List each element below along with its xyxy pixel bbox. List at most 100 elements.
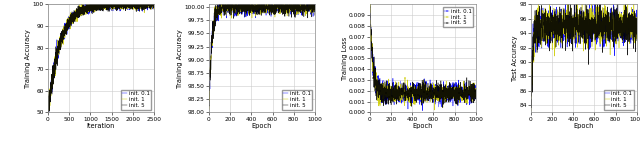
init. 5 (46, 94, 54, 95)
init. 5 (612, 34, 620, 35)
init. 0.1 (215, 4, 223, 5)
init. 1 (610, 26, 618, 28)
init. 0.1 (527, 92, 535, 94)
Line: init. 0.1: init. 0.1 (48, 3, 154, 112)
Line: init. 5: init. 5 (48, 3, 154, 112)
Y-axis label: Training Accuracy: Training Accuracy (177, 29, 183, 88)
init. 0.1 (103, 2, 111, 4)
init. 0.1 (311, 5, 319, 7)
init. 1 (47, 95, 54, 96)
init. 0.1 (377, 89, 385, 91)
init. 5 (366, 7, 374, 8)
init. 5 (451, 100, 458, 102)
Line: init. 1: init. 1 (531, 4, 637, 111)
init. 5 (248, 7, 256, 9)
init. 0.1 (451, 89, 458, 91)
init. 1 (150, 2, 157, 4)
init. 0.1 (288, 4, 296, 5)
init. 5 (278, 4, 286, 6)
init. 0.1 (472, 86, 479, 88)
init. 0.1 (252, 4, 260, 5)
Y-axis label: Training Loss: Training Loss (342, 37, 348, 80)
init. 5 (610, 46, 618, 48)
init. 1 (366, 4, 374, 5)
init. 1 (449, 91, 456, 93)
init. 1 (451, 91, 458, 93)
init. 0.1 (248, 6, 256, 8)
init. 1 (311, 6, 319, 8)
init. 0.1 (278, 4, 285, 6)
init. 5 (538, 32, 546, 33)
init. 0.1 (44, 107, 52, 109)
init. 0.1 (44, 112, 52, 113)
init. 5 (409, 92, 417, 94)
init. 1 (139, 6, 147, 8)
init. 0.1 (135, 10, 143, 12)
init. 5 (290, 9, 298, 11)
init. 0.1 (633, 36, 640, 38)
init. 0.1 (216, 12, 224, 14)
init. 5 (288, 8, 296, 10)
init. 1 (413, 95, 420, 97)
Line: init. 1: init. 1 (369, 4, 477, 111)
Line: init. 1: init. 1 (48, 3, 154, 112)
init. 5 (574, 30, 582, 32)
init. 5 (633, 33, 640, 35)
Line: init. 5: init. 5 (531, 4, 637, 108)
init. 0.1 (413, 87, 420, 89)
init. 1 (538, 24, 546, 25)
init. 0.1 (527, 94, 535, 95)
init. 0.1 (570, 17, 578, 19)
init. 1 (44, 110, 52, 111)
init. 1 (135, 4, 143, 6)
Line: init. 1: init. 1 (209, 4, 315, 109)
init. 1 (252, 4, 260, 6)
init. 0.1 (538, 24, 546, 26)
init. 5 (216, 11, 224, 13)
init. 5 (413, 93, 420, 94)
init. 5 (139, 4, 147, 5)
init. 0.1 (612, 20, 620, 22)
init. 5 (135, 5, 143, 7)
init. 5 (85, 5, 93, 7)
init. 5 (84, 2, 92, 4)
init. 0.1 (139, 2, 147, 4)
init. 5 (311, 14, 319, 16)
init. 5 (44, 112, 52, 113)
init. 1 (278, 6, 285, 8)
init. 1 (633, 18, 640, 19)
init. 5 (472, 95, 479, 97)
init. 1 (574, 47, 582, 48)
init. 1 (534, 4, 542, 5)
init. 1 (248, 17, 256, 19)
init. 1 (570, 17, 578, 19)
init. 0.1 (81, 2, 89, 4)
init. 5 (150, 4, 157, 6)
Line: init. 0.1: init. 0.1 (369, 4, 477, 112)
init. 5 (252, 4, 260, 5)
init. 1 (84, 2, 92, 4)
init. 1 (527, 110, 535, 112)
init. 1 (131, 2, 138, 4)
Y-axis label: Training Accuracy: Training Accuracy (26, 29, 31, 88)
init. 0.1 (561, 4, 569, 5)
init. 0.1 (600, 46, 608, 48)
X-axis label: Iteration: Iteration (87, 123, 115, 129)
init. 1 (431, 109, 438, 111)
Line: init. 0.1: init. 0.1 (531, 4, 637, 95)
init. 0.1 (205, 105, 213, 107)
init. 0.1 (610, 40, 618, 41)
init. 5 (205, 105, 213, 106)
init. 5 (131, 3, 138, 5)
init. 1 (216, 4, 224, 5)
init. 0.1 (47, 92, 54, 94)
init. 0.1 (419, 110, 426, 112)
init. 5 (103, 3, 111, 5)
X-axis label: Epoch: Epoch (573, 123, 594, 129)
init. 0.1 (409, 85, 417, 87)
Legend: init. 0.1, init. 1, init. 5: init. 0.1, init. 1, init. 5 (282, 90, 312, 110)
X-axis label: Epoch: Epoch (413, 123, 433, 129)
init. 0.1 (150, 5, 157, 7)
init. 5 (205, 105, 213, 107)
init. 1 (290, 12, 298, 14)
